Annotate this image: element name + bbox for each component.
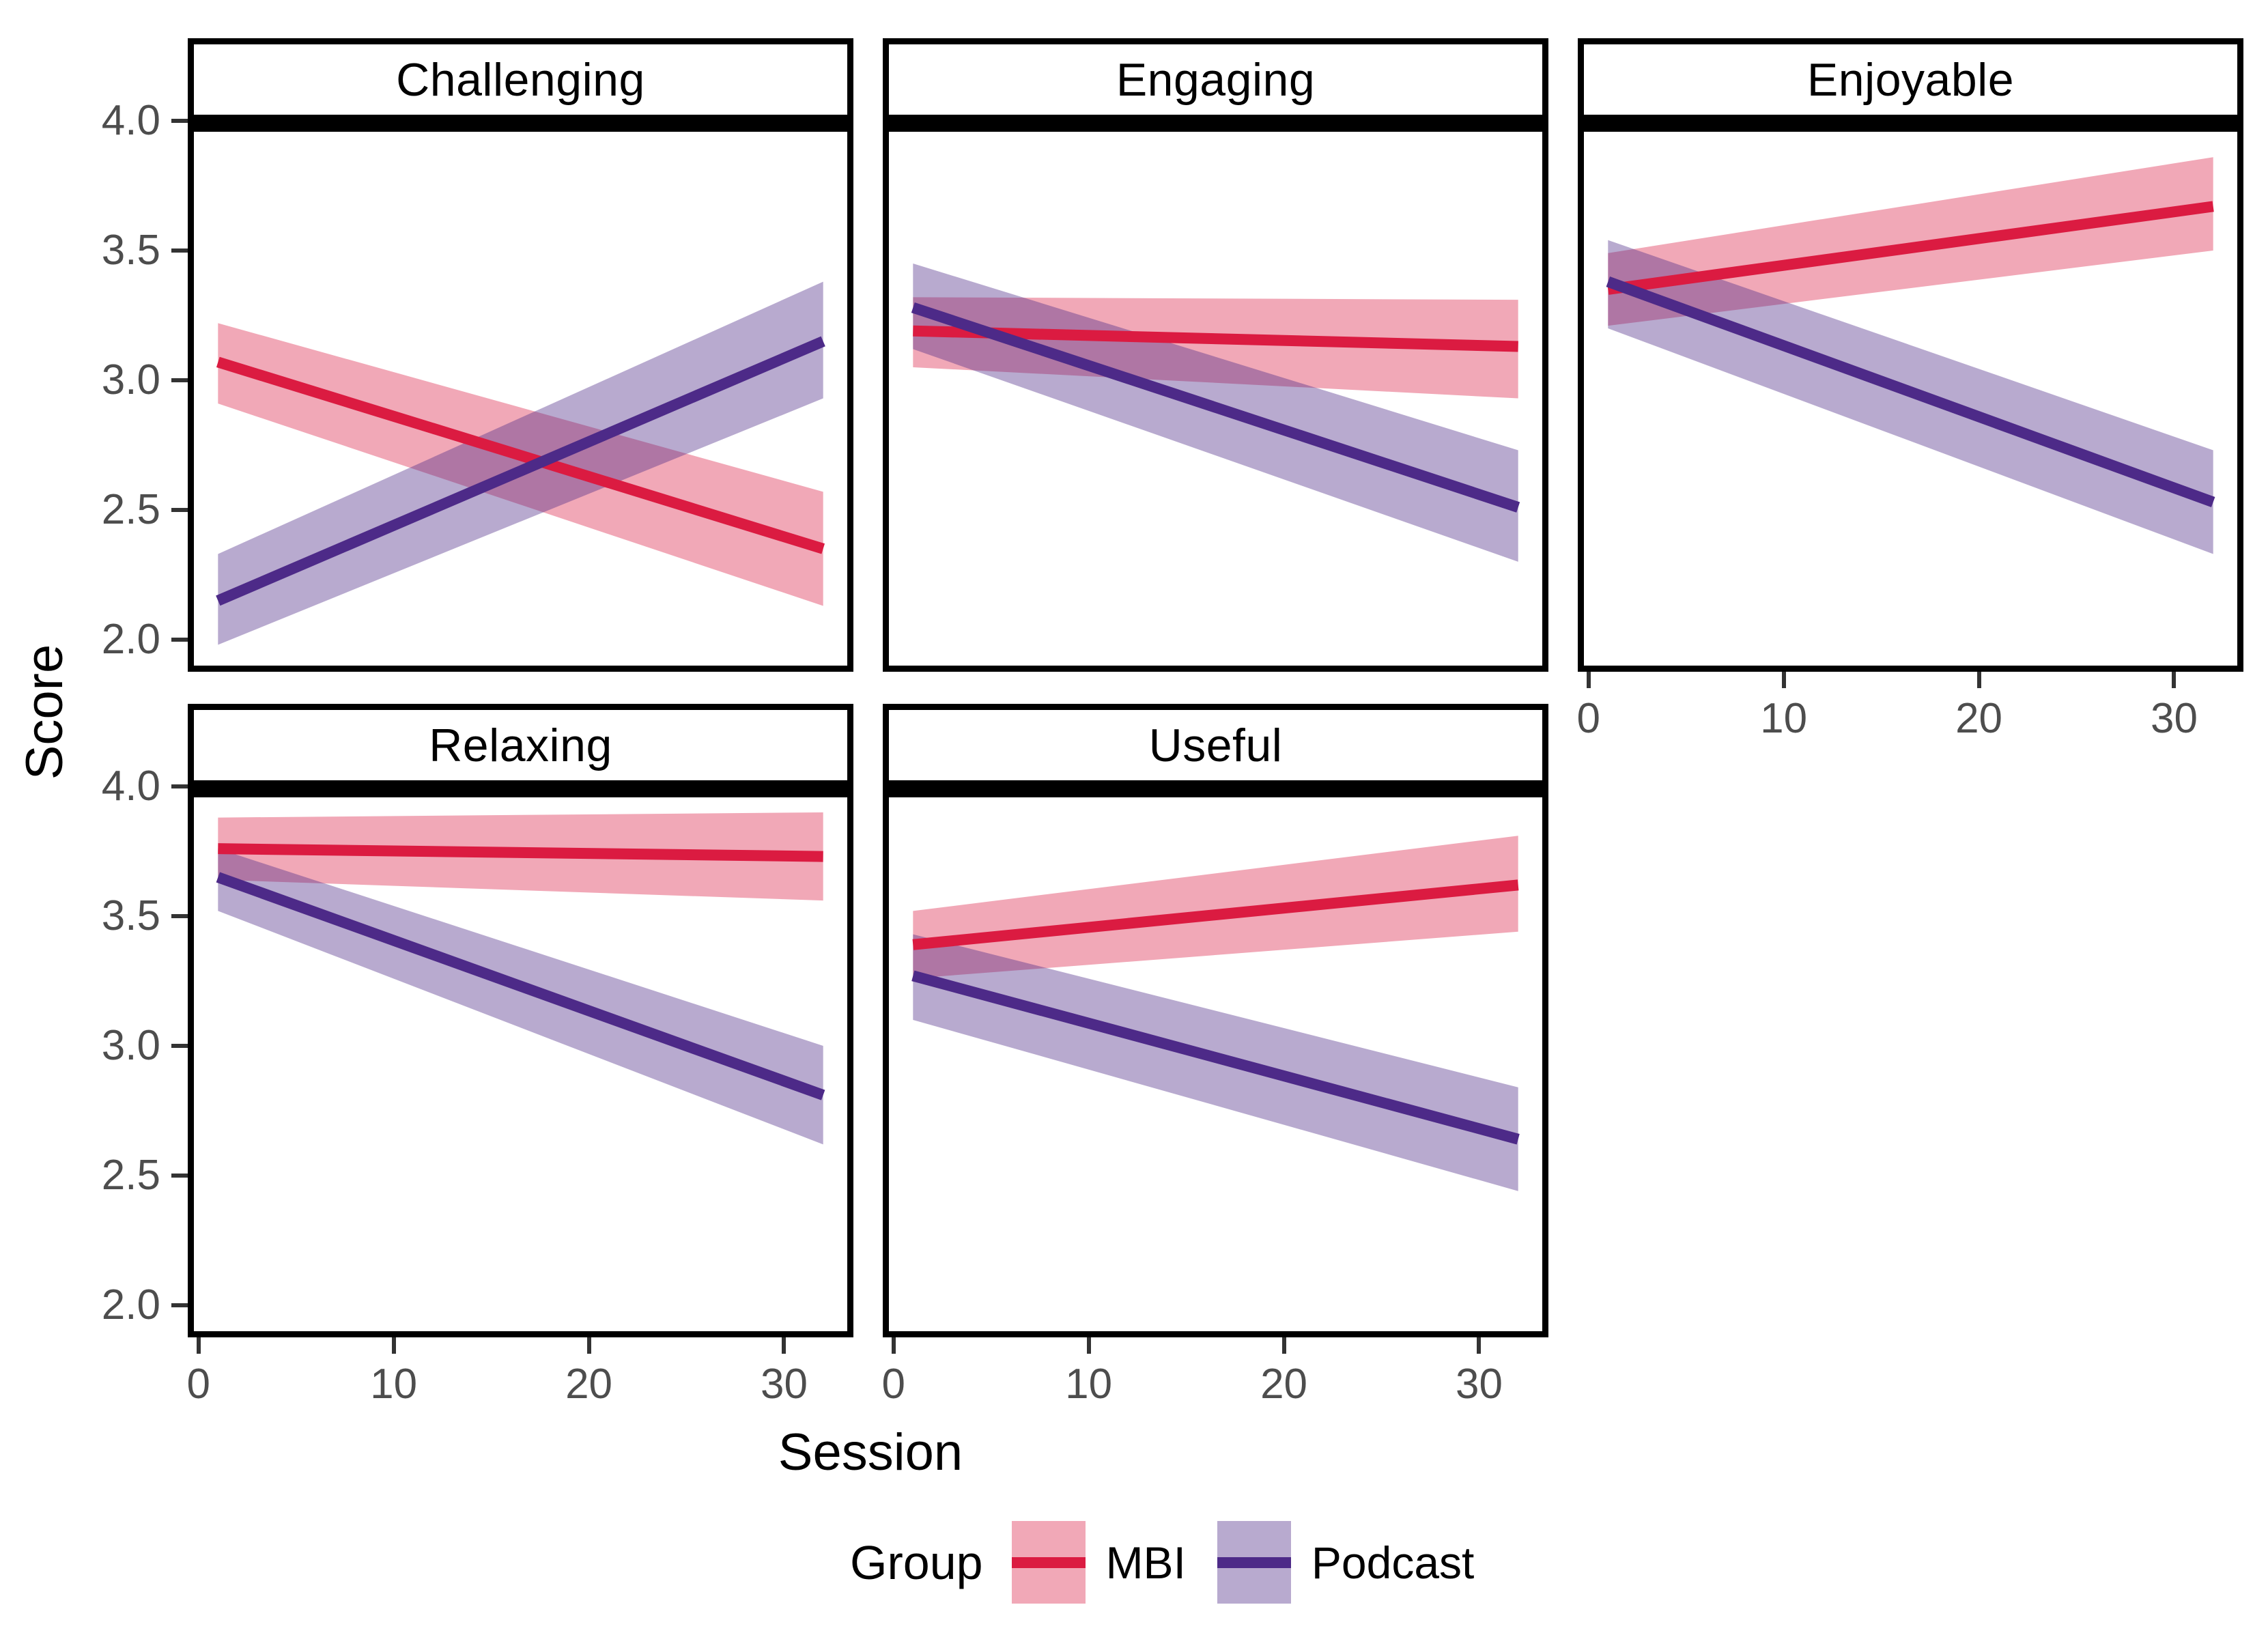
y-axis-tick	[171, 784, 188, 788]
x-axis-tick-label: 0	[881, 1361, 905, 1408]
podcast-trend-line	[911, 302, 1520, 513]
x-axis-tick	[1281, 1337, 1286, 1354]
x-axis-tick-label: 10	[1760, 695, 1808, 742]
podcast-trend-line	[216, 872, 825, 1100]
y-axis-tick	[171, 1303, 188, 1307]
facet-strip: Useful	[883, 704, 1548, 786]
x-axis-tick	[1086, 1337, 1091, 1354]
y-axis-tick	[171, 637, 188, 642]
x-axis-tick-label: 30	[2151, 695, 2198, 742]
y-axis-tick-label: 3.5	[101, 892, 160, 939]
legend-entry-podcast: Podcast	[1217, 1521, 1474, 1604]
x-axis-tick	[586, 1337, 591, 1354]
y-axis-tick	[171, 1043, 188, 1048]
y-axis-title: Score	[16, 644, 74, 780]
podcast-trend-line	[1606, 276, 2215, 508]
x-axis-tick-label: 20	[565, 1361, 613, 1408]
facet-strip: Relaxing	[188, 704, 853, 786]
facet-strip: Enjoyable	[1578, 38, 2243, 121]
x-axis-tick	[1976, 672, 1981, 688]
plot-area	[1578, 121, 2243, 672]
legend-key-line	[1217, 1556, 1291, 1568]
x-axis-tick-label: 0	[1576, 695, 1600, 742]
legend-label: MBI	[1105, 1537, 1186, 1588]
x-axis-tick	[1781, 672, 1786, 688]
mbi-trend-line	[216, 356, 825, 554]
y-axis-tick-label: 4.0	[101, 763, 160, 810]
y-axis-tick	[171, 507, 188, 512]
legend-key-swatch-mbi	[1011, 1521, 1086, 1604]
y-axis-tick-label: 3.5	[101, 226, 160, 274]
plot-area	[883, 786, 1548, 1337]
x-axis-tick-label: 0	[186, 1361, 210, 1408]
legend-key-swatch-podcast	[1217, 1521, 1291, 1604]
facet-title: Challenging	[396, 53, 645, 106]
legend-title: Group	[850, 1535, 983, 1589]
x-axis-tick-label: 20	[1260, 1361, 1308, 1408]
facet-title: Relaxing	[429, 719, 612, 771]
podcast-confidence-ribbon	[218, 849, 823, 1145]
y-axis-tick	[171, 378, 188, 382]
y-axis-tick	[171, 119, 188, 123]
x-axis-tick	[1477, 1337, 1482, 1354]
x-axis-tick	[891, 1337, 896, 1354]
y-axis-tick-label: 2.0	[101, 1281, 160, 1328]
y-axis-tick	[171, 248, 188, 253]
x-axis-tick-label: 10	[1065, 1361, 1113, 1408]
mbi-trend-line	[218, 843, 823, 862]
plot-area	[883, 121, 1548, 672]
facet-strip: Engaging	[883, 38, 1548, 121]
x-axis-tick-label: 30	[1456, 1361, 1503, 1408]
x-axis-tick	[2172, 672, 2177, 688]
mbi-confidence-ribbon	[1608, 157, 2213, 326]
legend-label: Podcast	[1311, 1537, 1475, 1588]
y-axis-tick	[171, 1173, 188, 1178]
facet-title: Engaging	[1116, 53, 1316, 106]
y-axis-tick-label: 3.0	[101, 1021, 160, 1069]
y-axis-tick-label: 2.0	[101, 615, 160, 663]
mbi-confidence-ribbon	[913, 297, 1518, 399]
legend-entry-mbi: MBI	[1011, 1521, 1186, 1604]
x-axis-tick-label: 20	[1955, 695, 2003, 742]
facet-title: Enjoyable	[1806, 53, 2015, 106]
y-axis-tick	[171, 913, 188, 918]
x-axis-title: Session	[778, 1423, 963, 1481]
y-axis-tick-label: 4.0	[101, 97, 160, 144]
facet-strip: Challenging	[188, 38, 853, 121]
x-axis-tick	[782, 1337, 786, 1354]
mbi-trend-line	[1607, 201, 2214, 295]
mbi-confidence-ribbon	[913, 836, 1518, 979]
mbi-trend-line	[913, 325, 1518, 352]
plot-area	[188, 121, 853, 672]
legend-key-line	[1011, 1556, 1086, 1568]
podcast-confidence-ribbon	[218, 281, 823, 645]
podcast-trend-line	[216, 336, 825, 606]
y-axis-tick-label: 2.5	[101, 1151, 160, 1199]
plot-area	[188, 786, 853, 1337]
x-axis-tick-label: 10	[370, 1361, 418, 1408]
podcast-trend-line	[911, 970, 1520, 1145]
x-axis-tick	[196, 1337, 201, 1354]
mbi-confidence-ribbon	[218, 323, 823, 606]
legend: Group MBI Podcast	[850, 1521, 1505, 1604]
facet-title: Useful	[1148, 719, 1283, 771]
x-axis-tick-label: 30	[761, 1361, 808, 1408]
mbi-trend-line	[912, 879, 1519, 950]
x-axis-tick	[1586, 672, 1591, 688]
y-axis-tick-label: 3.0	[101, 356, 160, 403]
y-axis-tick-label: 2.5	[101, 485, 160, 533]
x-axis-tick	[391, 1337, 396, 1354]
